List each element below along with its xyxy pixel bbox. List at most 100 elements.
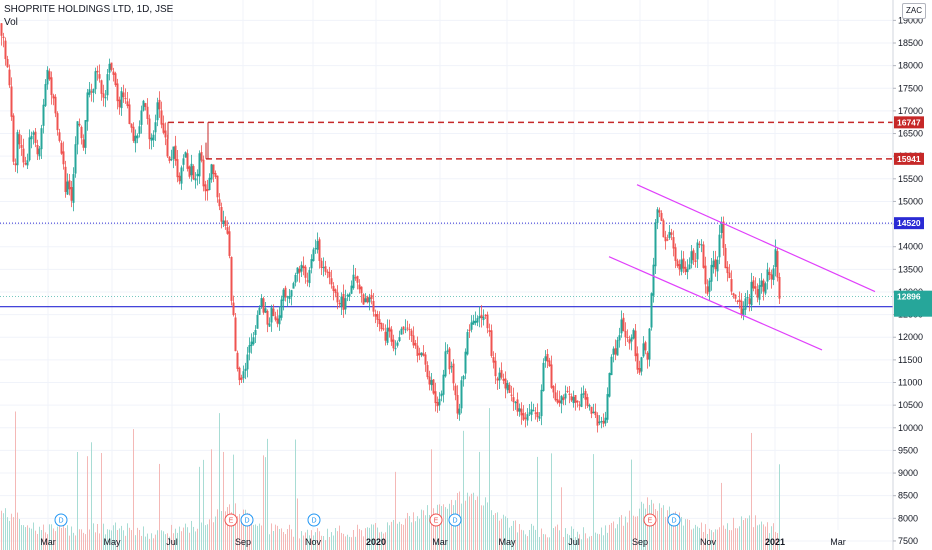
candle-body [170, 159, 173, 161]
volume-bar [671, 513, 672, 550]
candle-body [36, 144, 39, 155]
candle-body [380, 322, 383, 330]
volume-bar [249, 513, 250, 550]
candle-body [326, 271, 329, 273]
candle-body [310, 259, 313, 269]
volume-bar [553, 528, 554, 550]
volume-bar [741, 516, 742, 550]
candle-body [144, 103, 147, 107]
volume-bar [695, 524, 696, 550]
candle-body [330, 278, 333, 285]
volume-bar [73, 532, 74, 550]
volume-bar [773, 523, 774, 550]
candle-body [168, 156, 171, 161]
volume-bar [363, 536, 364, 550]
volume-bar [749, 515, 750, 550]
candle-body [316, 241, 319, 250]
candle-body [670, 232, 673, 235]
volume-bar [167, 533, 168, 550]
volume-bar [87, 456, 88, 550]
candle-body [560, 395, 563, 404]
candle-body [202, 159, 205, 187]
candle-body [416, 345, 419, 356]
volume-bar [519, 524, 520, 550]
candle-body [62, 151, 65, 165]
volume-bar [433, 508, 434, 550]
candle-body [280, 299, 283, 318]
volume-bar [709, 528, 710, 550]
candle-body [764, 283, 767, 294]
candle-body [354, 277, 357, 279]
volume-bar [753, 527, 754, 550]
volume-bar [89, 529, 90, 550]
candle-body [484, 314, 487, 316]
candle-body [612, 348, 615, 355]
candle-body [0, 23, 3, 36]
candle-body [400, 328, 403, 335]
candle-body [28, 137, 31, 161]
candle-body [572, 396, 575, 404]
candle-body [492, 357, 495, 363]
candle-body [580, 393, 583, 407]
volume-bar [289, 524, 290, 550]
candle-body [522, 413, 525, 420]
candle-body [582, 393, 585, 395]
candle-body [336, 292, 339, 303]
volume-bar [83, 532, 84, 550]
candle-body [32, 132, 35, 135]
price-tick-label: 13500 [898, 264, 923, 274]
volume-bar [447, 508, 448, 550]
volume-bar [47, 534, 48, 550]
trend-channel[interactable] [608, 184, 876, 351]
candle-body [754, 286, 757, 289]
candle-body [192, 166, 195, 180]
candle-body [230, 256, 233, 301]
candle-body [618, 335, 621, 341]
volume-bar [373, 524, 374, 550]
volume-bar [513, 520, 514, 550]
volume-bar [527, 536, 528, 550]
volume-bar [343, 533, 344, 550]
candle-body [428, 376, 431, 385]
candle-body [204, 184, 207, 192]
volume-bar [269, 534, 270, 550]
dividend-marker-icon [54, 513, 68, 527]
volume-bar [29, 527, 30, 550]
volume-bar [355, 536, 356, 550]
volume-bar [313, 535, 314, 550]
volume-bar [473, 492, 474, 550]
candle-body [350, 285, 353, 294]
volume-bar [225, 511, 226, 550]
price-axis[interactable]: 7500 8000 8500 9000 9500 10000 10500 11000 11500… [892, 0, 932, 550]
volume-bar [425, 515, 426, 550]
currency-badge[interactable]: ZAC [902, 3, 926, 19]
candle-body [476, 318, 479, 323]
volume-bar [293, 536, 294, 550]
candle-body [84, 120, 87, 148]
volume-bar [551, 453, 552, 550]
candle-body [736, 300, 739, 302]
volume-bar [279, 529, 280, 550]
volume-bar [409, 516, 410, 550]
candle-body [106, 74, 109, 96]
volume-bar [25, 527, 26, 550]
volume-bar [383, 533, 384, 550]
volume-bar [69, 535, 70, 550]
candle-body [258, 307, 261, 315]
volume-bar [113, 525, 114, 550]
candle-body [530, 409, 533, 415]
volume-bar [351, 537, 352, 550]
event-marker-letter: D [244, 518, 249, 525]
candle-body [278, 315, 281, 325]
candle-body [236, 352, 239, 369]
candle-body [412, 335, 415, 346]
time-axis[interactable]: Mar May Jul Sep Nov 2020 Mar May Jul Sep Nov 2021 Ma… [40, 537, 846, 547]
chart-grid [0, 0, 893, 542]
candle-body [434, 391, 437, 404]
volume-bar [771, 526, 772, 550]
volume-bar [127, 523, 128, 550]
volume-bar [265, 457, 266, 550]
volume-bar [45, 532, 46, 550]
candle-body [94, 71, 97, 90]
